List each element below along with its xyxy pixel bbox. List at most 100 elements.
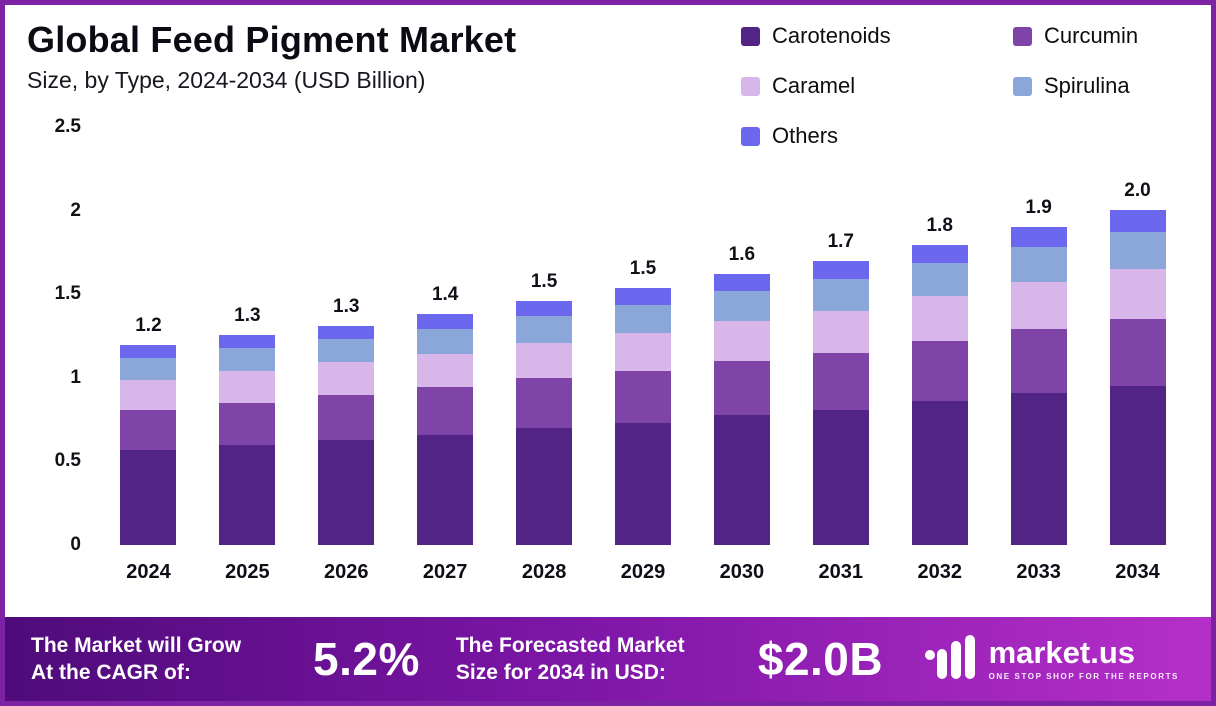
legend-label: Others [772,123,839,148]
legend-item-spirulina: Spirulina [1013,73,1138,99]
bar-segment-caramel [614,333,671,371]
bar-segment-spirulina [1010,247,1067,282]
y-tick-label: 0 [70,534,81,555]
bar-stack [911,245,968,545]
bar-segment-carotenoids [713,415,770,545]
bar-segment-others [516,301,573,316]
x-axis-label: 2024 [126,561,171,583]
bar-slot: 2.0 [1088,180,1187,545]
bar-segment-caramel [318,362,375,395]
bar-segment-caramel [219,371,276,403]
brand-chart-icon [923,634,977,684]
bar-slot: 1.6 [692,244,791,545]
x-axis-label: 2027 [422,561,468,583]
bar-segment-curcumin [516,378,573,428]
bar-segment-carotenoids [417,435,474,545]
bar-segment-caramel [516,343,573,378]
bar-total-label: 1.3 [333,296,360,317]
legend-item-caramel: Caramel [741,73,1003,99]
cagr-label: The Market will Grow At the CAGR of: [31,632,313,687]
brand-name: market.us [988,635,1136,670]
bar-stack [812,261,869,545]
brand-logo: market.us ONE STOP SHOP FOR THE REPORTS [923,634,1185,684]
bar-total-label: 1.2 [135,315,162,336]
bar-slot: 1.4 [396,284,495,545]
bar-segment-caramel [713,321,770,361]
bar-segment-spirulina [219,348,276,371]
bar-total-label: 1.5 [530,271,558,292]
bar-segment-spirulina [417,329,474,354]
bar-segment-caramel [417,354,474,387]
bar-segment-spirulina [812,279,869,311]
plot-area: 1.2 1.3 1.3 1.4 1.5 1.5 1.6 1.7 1.8 1.9 2.0 [99,127,1187,545]
bar-stack [417,314,474,545]
bar-segment-others [120,345,177,358]
page-title: Global Feed Pigment Market [27,19,517,60]
bar-stack [120,345,177,545]
bar-segment-curcumin [1010,329,1067,393]
bar-stack [1010,227,1067,545]
x-axis-label: 2031 [818,561,864,583]
brand-text: market.us ONE STOP SHOP FOR THE REPORTS [989,637,1179,681]
bar-segment-spirulina [120,358,177,380]
bar-slot: 1.5 [594,258,693,545]
bar-stack [516,301,573,545]
bar-segment-spirulina [516,316,573,343]
bar-slot: 1.9 [989,197,1088,545]
bar-stack [219,335,276,545]
forecast-value: $2.0B [757,633,884,685]
bar-segment-carotenoids [318,440,375,545]
bar-segment-others [1109,210,1166,232]
bar-segment-spirulina [1109,232,1166,269]
x-axis-label: 2030 [719,561,765,583]
bar-stack [614,288,671,545]
x-axis: 2024 2025 2026 2027 2028 2029 2030 2031 2032 2033… [99,545,1187,584]
legend-label: Carotenoids [772,23,891,48]
bar-segment-carotenoids [1109,386,1166,545]
bar-segment-carotenoids [219,445,276,545]
chart-inner: 0 0.5 1 1.5 2 2.5 1.2 1.3 1.3 1.4 1.5 1.5 1.6 1.7 1.8… [27,116,1187,584]
bar-stack [318,326,375,545]
bar-stack [713,274,770,545]
legend-label: Caramel [772,73,856,98]
bar-segment-curcumin [812,353,869,410]
forecast-label-line1: The Forecasted Market [455,633,685,657]
x-axis-label: 2028 [521,561,567,583]
bar-total-label: 1.7 [827,231,854,252]
legend-item-curcumin: Curcumin [1013,23,1138,49]
legend-swatch-caramel [741,76,760,96]
bar-segment-caramel [812,311,869,353]
bar-total-label: 1.9 [1025,197,1052,218]
bar-total-label: 1.5 [629,258,657,279]
bar-segment-carotenoids [120,450,177,545]
x-axis-label: 2025 [225,561,270,583]
forecast-label: The Forecasted Market Size for 2034 in U… [456,632,758,687]
bar-segment-others [911,245,968,263]
bar-segment-curcumin [911,341,968,401]
y-tick-label: 0.5 [54,450,81,472]
bar-segment-curcumin [219,403,276,445]
bar-total-label: 1.8 [926,215,953,236]
legend-label: Curcumin [1044,23,1139,48]
bar-segment-carotenoids [812,410,869,545]
legend-swatch-spirulina [1013,76,1032,96]
bar-segment-spirulina [911,263,968,296]
cagr-label-line2: At the CAGR of: [31,661,191,684]
page-subtitle: Size, by Type, 2024-2034 (USD Billion) [27,67,426,93]
bar-slot: 1.8 [890,215,989,545]
legend-swatch-carotenoids [741,26,760,46]
bar-segment-caramel [1010,282,1067,329]
chart: 0 0.5 1 1.5 2 2.5 1.2 1.3 1.3 1.4 1.5 1.5 1.6 1.7 1.8… [27,116,1187,584]
legend-swatch-others [741,126,760,146]
y-tick-label: 2 [70,199,81,221]
bar-slot: 1.3 [198,305,297,545]
legend-item-carotenoids: Carotenoids [741,23,1003,49]
x-axis-label: 2034 [1115,561,1160,583]
bar-segment-curcumin [417,387,474,435]
legend-item-others: Others [741,123,1003,149]
bar-segment-others [614,288,671,305]
bar-segment-spirulina [614,305,671,333]
bar-segment-caramel [911,296,968,341]
bar-slot: 1.3 [297,296,396,545]
bar-segment-carotenoids [1010,393,1067,545]
